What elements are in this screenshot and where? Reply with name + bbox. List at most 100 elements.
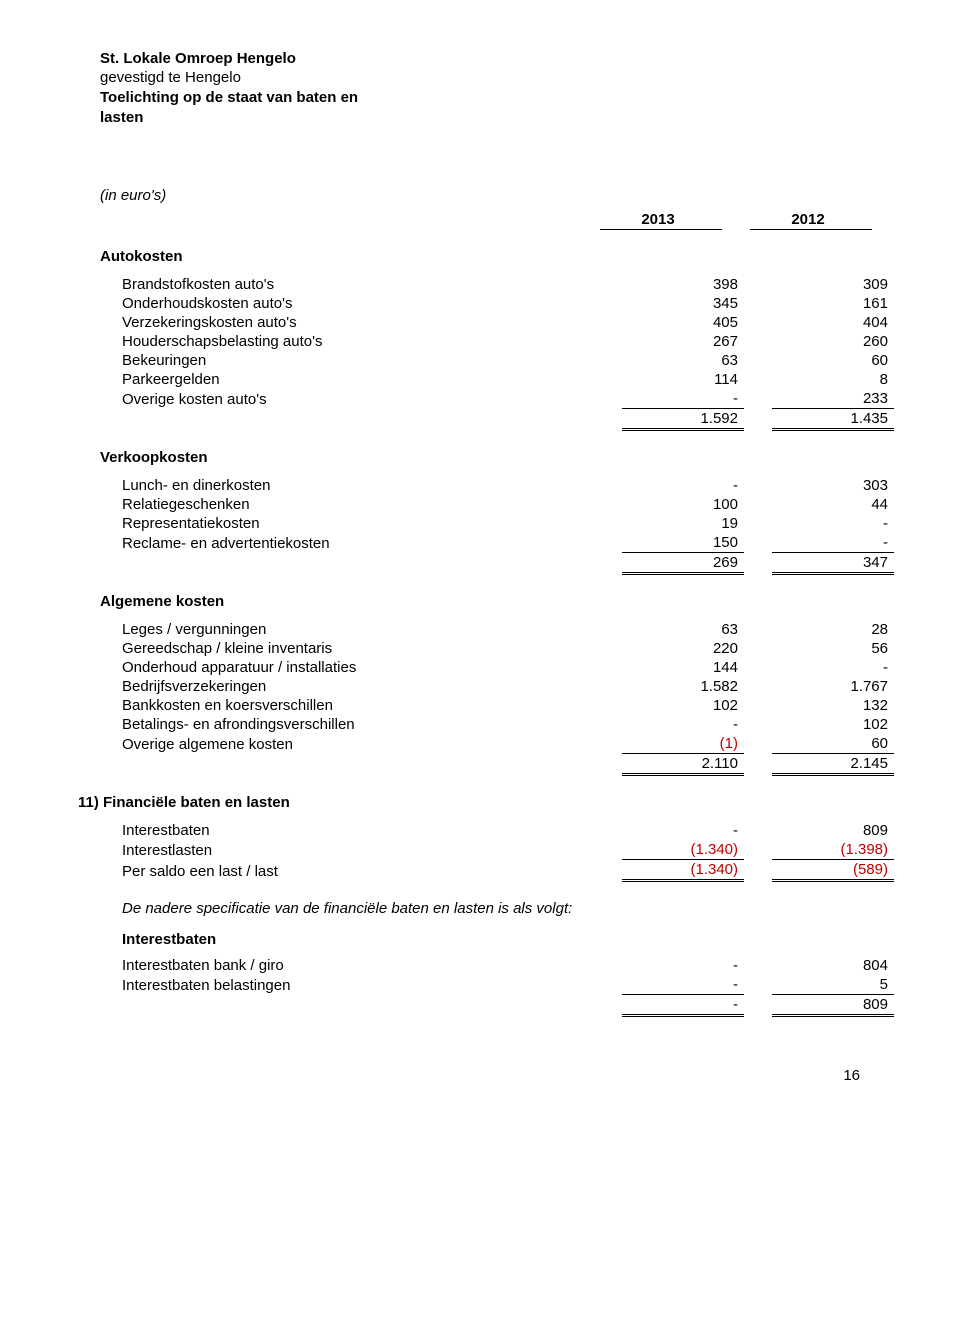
interestbaten-total: -809 bbox=[100, 995, 894, 1016]
cell-v2: 5 bbox=[772, 975, 894, 995]
cell-v2: 102 bbox=[772, 715, 894, 734]
table-row: Interestbaten-809 bbox=[100, 821, 894, 840]
org-title: St. Lokale Omroep Hengelo bbox=[100, 50, 860, 67]
cell-v2: - bbox=[772, 514, 894, 533]
fin-title: 11) Financiële baten en lasten bbox=[78, 794, 860, 811]
total-v1: - bbox=[622, 995, 744, 1016]
table-row: Bedrijfsverzekeringen1.5821.767 bbox=[100, 677, 894, 696]
table-row: Bankkosten en koersverschillen102 132 bbox=[100, 696, 894, 715]
verkoopkosten-title: Verkoopkosten bbox=[100, 449, 860, 466]
cell-v2: 303 bbox=[772, 476, 894, 495]
table-row: Lunch- en dinerkosten-303 bbox=[100, 476, 894, 495]
cell-v2: - bbox=[772, 658, 894, 677]
cell-v2: 44 bbox=[772, 495, 894, 514]
page-number: 16 bbox=[100, 1067, 860, 1084]
table-row: Onderhoud apparatuur / installaties144- bbox=[100, 658, 894, 677]
row-label: Onderhoud apparatuur / installaties bbox=[100, 658, 622, 677]
row-label: Brandstofkosten auto's bbox=[100, 275, 622, 294]
doc-title-line2: lasten bbox=[100, 109, 143, 126]
row-label: Interestbaten belastingen bbox=[100, 975, 622, 995]
cell-v1: - bbox=[622, 715, 744, 734]
org-location: gevestigd te Hengelo bbox=[100, 69, 860, 86]
cell-v1: 150 bbox=[622, 533, 744, 553]
row-label: Relatiegeschenken bbox=[100, 495, 622, 514]
cell-v2: 161 bbox=[772, 294, 894, 313]
cell-v2: 60 bbox=[772, 351, 894, 370]
fin-table: Interestbaten-809 Interestlasten(1.340)(… bbox=[100, 821, 894, 882]
saldo-label: Per saldo een last / last bbox=[100, 860, 622, 881]
row-label: Bedrijfsverzekeringen bbox=[100, 677, 622, 696]
row-label: Interestbaten bbox=[100, 821, 622, 840]
cell-v1: 345 bbox=[622, 294, 744, 313]
row-label: Houderschapsbelasting auto's bbox=[100, 332, 622, 351]
cell-v2: - bbox=[772, 533, 894, 553]
year-2013: 2013 bbox=[600, 210, 722, 230]
total-v1: 269 bbox=[622, 553, 744, 574]
table-row: Reclame- en advertentiekosten150 - bbox=[100, 533, 894, 553]
cell-v2: 1.767 bbox=[772, 677, 894, 696]
total-v2: 2.145 bbox=[772, 754, 894, 775]
table-row: Betalings- en afrondingsverschillen-102 bbox=[100, 715, 894, 734]
cell-v1: 220 bbox=[622, 639, 744, 658]
fin-saldo: Per saldo een last / last(1.340)(589) bbox=[100, 860, 894, 881]
table-row: Bekeuringen6360 bbox=[100, 351, 894, 370]
row-label: Gereedschap / kleine inventaris bbox=[100, 639, 622, 658]
year-header-table: 2013 2012 bbox=[100, 210, 872, 230]
algemene-title: Algemene kosten bbox=[100, 593, 860, 610]
algemene-total: 2.1102.145 bbox=[100, 754, 894, 775]
year-2012: 2012 bbox=[750, 210, 872, 230]
cell-v1: 100 bbox=[622, 495, 744, 514]
total-v1: 1.592 bbox=[622, 409, 744, 430]
table-row: Leges / vergunningen63 28 bbox=[100, 620, 894, 639]
cell-v2: 8 bbox=[772, 370, 894, 389]
doc-title-line1: Toelichting op de staat van baten en bbox=[100, 89, 358, 106]
cell-v1: 63 bbox=[622, 351, 744, 370]
row-label: Interestlasten bbox=[100, 840, 622, 860]
cell-v2: 132 bbox=[772, 696, 894, 715]
cell-v1: - bbox=[622, 821, 744, 840]
row-label: Reclame- en advertentiekosten bbox=[100, 533, 622, 553]
cell-v1: - bbox=[622, 975, 744, 995]
interestbaten-table: Interestbaten bank / giro-804 Interestba… bbox=[100, 956, 894, 1017]
row-label: Interestbaten bank / giro bbox=[100, 956, 622, 975]
table-row: Gereedschap / kleine inventaris220 56 bbox=[100, 639, 894, 658]
specification-note: De nadere specificatie van de financiële… bbox=[100, 900, 860, 917]
cell-v2: (1.398) bbox=[772, 840, 894, 860]
cell-v2: 233 bbox=[772, 389, 894, 409]
table-row: Onderhoudskosten auto's345161 bbox=[100, 294, 894, 313]
autokosten-table: Brandstofkosten auto's398309 Onderhoudsk… bbox=[100, 275, 894, 431]
table-row: Verzekeringskosten auto's405404 bbox=[100, 313, 894, 332]
algemene-table: Leges / vergunningen63 28 Gereedschap / k… bbox=[100, 620, 894, 776]
row-label: Overige algemene kosten bbox=[100, 734, 622, 754]
row-label: Bankkosten en koersverschillen bbox=[100, 696, 622, 715]
page: St. Lokale Omroep Hengelo gevestigd te H… bbox=[0, 0, 960, 1124]
cell-v2: 404 bbox=[772, 313, 894, 332]
table-row: Brandstofkosten auto's398 309 bbox=[100, 275, 894, 294]
cell-v1: - bbox=[622, 956, 744, 975]
table-row: Interestlasten(1.340) (1.398) bbox=[100, 840, 894, 860]
total-v2: 347 bbox=[772, 553, 894, 574]
row-label: Overige kosten auto's bbox=[100, 389, 622, 409]
row-label: Parkeergelden bbox=[100, 370, 622, 389]
cell-v1: 398 bbox=[622, 275, 744, 294]
cell-v2: 56 bbox=[772, 639, 894, 658]
row-label: Leges / vergunningen bbox=[100, 620, 622, 639]
saldo-v1: (1.340) bbox=[622, 860, 744, 881]
cell-v1: 102 bbox=[622, 696, 744, 715]
total-v2: 1.435 bbox=[772, 409, 894, 430]
cell-v1: (1.340) bbox=[622, 840, 744, 860]
cell-v2: 60 bbox=[772, 734, 894, 754]
table-row: Representatiekosten19- bbox=[100, 514, 894, 533]
row-label: Lunch- en dinerkosten bbox=[100, 476, 622, 495]
cell-v2: 28 bbox=[772, 620, 894, 639]
cell-v1: - bbox=[622, 389, 744, 409]
table-row: Overige kosten auto's- 233 bbox=[100, 389, 894, 409]
unit-label: (in euro's) bbox=[100, 187, 860, 204]
cell-v1: 19 bbox=[622, 514, 744, 533]
interestbaten-title: Interestbaten bbox=[100, 931, 860, 948]
cell-v1: (1) bbox=[622, 734, 744, 754]
cell-v2: 309 bbox=[772, 275, 894, 294]
verkoopkosten-table: Lunch- en dinerkosten-303 Relatiegeschen… bbox=[100, 476, 894, 575]
cell-v1: 63 bbox=[622, 620, 744, 639]
row-label: Verzekeringskosten auto's bbox=[100, 313, 622, 332]
